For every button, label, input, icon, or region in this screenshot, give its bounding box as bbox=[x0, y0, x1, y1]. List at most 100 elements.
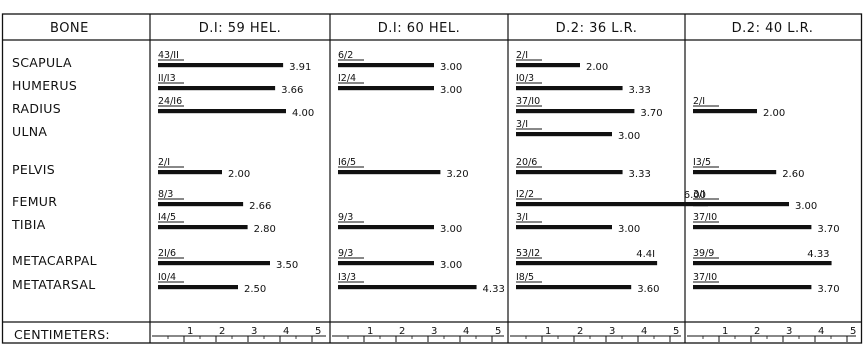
value-label: 4.00 bbox=[292, 108, 314, 119]
value-label: 3.50 bbox=[276, 260, 298, 271]
bar-entry: I0/4 2.50 bbox=[158, 272, 266, 295]
sample-ratio-label: 20/6 bbox=[516, 157, 537, 168]
bar bbox=[338, 225, 434, 230]
bar-entry: 3/I 3.00 bbox=[516, 212, 640, 235]
bar-entry: 2/I 2.00 bbox=[158, 157, 250, 180]
bar bbox=[516, 170, 623, 175]
sample-ratio-label: 43/II bbox=[158, 50, 179, 61]
sample-ratio-label: I2/4 bbox=[338, 73, 356, 84]
bar bbox=[693, 170, 777, 175]
value-label: 3.20 bbox=[446, 169, 468, 180]
sample-ratio-label: 3/I bbox=[693, 189, 705, 200]
sample-ratio-label: 2/I bbox=[693, 96, 705, 107]
sample-ratio-label: I4/5 bbox=[158, 212, 176, 223]
scale-tick-label: 1 bbox=[722, 326, 728, 337]
bar bbox=[693, 109, 757, 114]
bar bbox=[158, 225, 248, 230]
series-header: D.2: 36 L.R. bbox=[556, 21, 638, 36]
sample-ratio-label: 39/9 bbox=[693, 248, 714, 259]
scale-tick-label: 3 bbox=[609, 326, 615, 337]
scale-tick-label: 5 bbox=[673, 326, 679, 337]
bar-entry: I0/3 3.33 bbox=[516, 73, 651, 96]
bar-entry: 8/3 2.66 bbox=[158, 189, 271, 212]
value-label: 3.00 bbox=[440, 62, 462, 73]
bar bbox=[158, 86, 276, 91]
bar-entry: 39/9 4.33 bbox=[693, 248, 832, 266]
outer-border bbox=[1, 13, 863, 344]
sample-ratio-label: 37/I0 bbox=[693, 212, 717, 223]
sample-ratio-label: 2I/6 bbox=[158, 248, 176, 259]
sample-ratio-label: I3/3 bbox=[338, 272, 356, 283]
scale-tick-label: 3 bbox=[431, 326, 437, 337]
sample-ratio-label: I8/5 bbox=[516, 272, 534, 283]
bar-entry: 2/I 2.00 bbox=[516, 50, 608, 73]
sample-ratio-label: 53/I2 bbox=[516, 248, 540, 259]
bar bbox=[693, 225, 812, 230]
chart-frame bbox=[1, 13, 863, 344]
sample-ratio-label: I3/5 bbox=[693, 157, 711, 168]
scale-tick-label: 2 bbox=[399, 326, 405, 337]
value-label: 3.70 bbox=[817, 224, 839, 235]
bar bbox=[516, 285, 632, 290]
value-label: 2.80 bbox=[254, 224, 276, 235]
bar bbox=[516, 109, 635, 114]
bar-entry: 37/I0 3.70 bbox=[693, 272, 840, 295]
sample-ratio-label: 8/3 bbox=[158, 189, 173, 200]
bar-entry: 53/I2 4.4I bbox=[516, 248, 658, 266]
sample-ratio-label: I0/3 bbox=[516, 73, 534, 84]
bar bbox=[338, 285, 477, 290]
bar-entry: 43/II 3.91 bbox=[158, 50, 311, 73]
sample-ratio-label: 2/I bbox=[158, 157, 170, 168]
scale-tick-label: 2 bbox=[754, 326, 760, 337]
centimeter-scale: 1 2 3 4 5 bbox=[510, 326, 681, 342]
sample-ratio-label: 2/I bbox=[516, 50, 528, 61]
sample-ratio-label: 37/I0 bbox=[516, 96, 540, 107]
bar-entry: 6/2 3.00 bbox=[338, 50, 462, 73]
bar bbox=[158, 285, 238, 290]
value-label: 3.60 bbox=[637, 284, 659, 295]
sample-ratio-label: 9/3 bbox=[338, 212, 353, 223]
scale-tick-label: 4 bbox=[283, 326, 289, 337]
bar-entry: 2/I 2.00 bbox=[693, 96, 785, 119]
sample-ratio-label: 37/I0 bbox=[693, 272, 717, 283]
bar bbox=[158, 170, 222, 175]
bone-label: TIBIA bbox=[11, 217, 46, 232]
scale-tick-label: 5 bbox=[850, 326, 856, 337]
centimeter-scale: 1 2 3 4 5 bbox=[332, 326, 504, 342]
value-label: 2.60 bbox=[782, 169, 804, 180]
bar-entry: 37/I0 3.70 bbox=[693, 212, 840, 235]
bar bbox=[693, 285, 812, 290]
bar-entry: II/I3 3.66 bbox=[158, 73, 303, 96]
bar-entry: I4/5 2.80 bbox=[158, 212, 276, 235]
bar-entry: 24/I6 4.00 bbox=[158, 96, 314, 119]
bar bbox=[338, 261, 434, 266]
value-label: 3.33 bbox=[629, 169, 651, 180]
value-label: 2.00 bbox=[763, 108, 785, 119]
scale-tick-label: 4 bbox=[463, 326, 469, 337]
bar-entry: 3/I 3.00 bbox=[516, 119, 640, 142]
bone-column-header: BONE bbox=[50, 21, 89, 36]
value-label: 6.00 bbox=[684, 190, 706, 201]
bar bbox=[693, 261, 832, 266]
bar bbox=[516, 132, 612, 137]
bar-entry: I8/5 3.60 bbox=[516, 272, 659, 295]
bone-label: METATARSAL bbox=[12, 277, 96, 292]
bar bbox=[516, 86, 623, 91]
value-label: 3.70 bbox=[640, 108, 662, 119]
bone-label: FEMUR bbox=[12, 194, 57, 209]
value-label: 3.00 bbox=[440, 85, 462, 96]
scale-tick-label: 1 bbox=[367, 326, 373, 337]
series-headers: D.I: 59 HEL. D.I: 60 HEL. D.2: 36 L.R. D.2:… bbox=[199, 21, 814, 36]
bone-label: ULNA bbox=[12, 124, 47, 139]
sample-ratio-label: I0/4 bbox=[158, 272, 176, 283]
bar-entry: I2/4 3.00 bbox=[338, 73, 462, 96]
bar-entry: 9/3 3.00 bbox=[338, 248, 462, 271]
value-label: 3.00 bbox=[795, 201, 817, 212]
bar bbox=[516, 63, 580, 68]
sample-ratio-label: I6/5 bbox=[338, 157, 356, 168]
centimeters-label: CENTIMETERS: bbox=[14, 327, 110, 342]
series-header: D.2: 40 L.R. bbox=[732, 21, 814, 36]
value-label: 4.33 bbox=[483, 284, 505, 295]
bar bbox=[158, 202, 244, 207]
bar bbox=[516, 225, 612, 230]
